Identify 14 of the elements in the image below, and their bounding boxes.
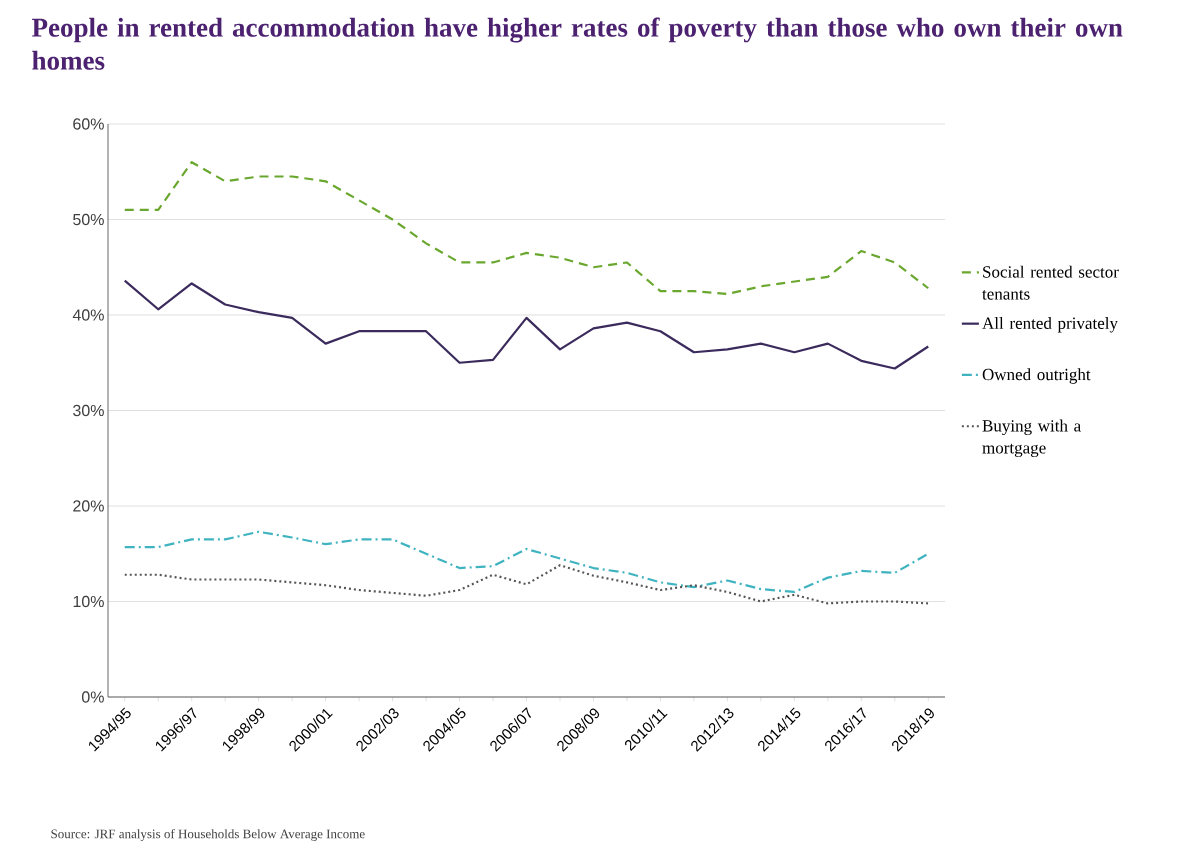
y-tick-label: 10%: [73, 595, 104, 608]
y-tick-label: 20%: [73, 500, 104, 512]
y-tick-label: 30%: [73, 404, 104, 417]
y-tick-label: 60%: [73, 118, 104, 130]
y-tick-label: 50%: [73, 213, 104, 226]
legend-label: Buying with a mortgage: [982, 419, 1081, 458]
legend-label: All rented privately: [982, 317, 1118, 333]
line-series: [123, 530, 930, 594]
source-note: Source: JRF analysis of Households Below Average Income: [51, 829, 365, 841]
chart-title: People in rented accommodation have higher rates of poverty than those who own their own homes: [31, 17, 1123, 70]
y-tick-label: 0%: [81, 691, 104, 703]
legend-label: Social rented sector tenants: [982, 265, 1119, 300]
y-tick-label: 40%: [72, 309, 104, 321]
legend-label: Owned outright: [982, 368, 1091, 384]
